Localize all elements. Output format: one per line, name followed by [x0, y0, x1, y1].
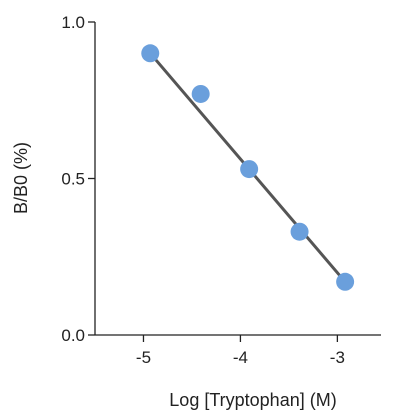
x-tick-label: -5: [136, 348, 151, 367]
y-tick-label: 0.0: [61, 326, 85, 345]
data-point: [240, 160, 259, 179]
data-point: [141, 44, 160, 63]
x-axis: -5 -4 -3: [95, 334, 381, 367]
y-tick-label: 1.0: [61, 13, 85, 32]
data-point: [290, 222, 309, 241]
x-tick-label: -4: [233, 348, 248, 367]
y-tick-label: 0.5: [61, 170, 85, 189]
y-axis: 0.0 0.5 1.0: [61, 13, 96, 345]
data-points: [141, 44, 355, 291]
y-axis-title: B/B0 (%): [11, 142, 31, 214]
data-point: [191, 84, 210, 103]
x-tick-label: -3: [330, 348, 345, 367]
data-point: [336, 272, 355, 291]
x-axis-title: Log [Tryptophan] (M): [169, 390, 336, 410]
